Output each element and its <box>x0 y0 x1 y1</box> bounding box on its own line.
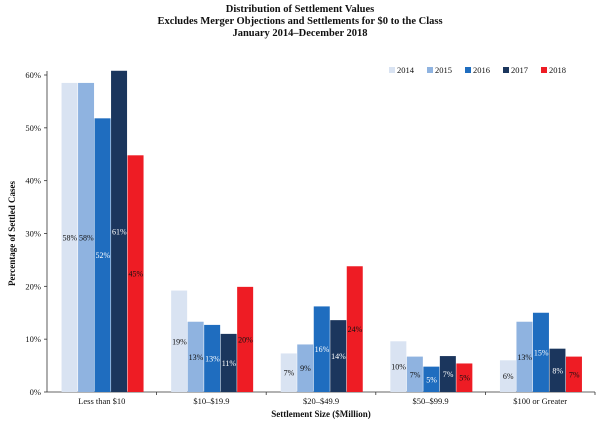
bar-2015 <box>297 344 314 392</box>
data-label: 13% <box>189 353 204 362</box>
data-label: 15% <box>534 348 549 357</box>
data-label: 13% <box>517 353 532 362</box>
y-tick-label: 0% <box>30 387 41 397</box>
data-label: 11% <box>222 359 237 368</box>
legend-swatch-2014 <box>389 67 395 73</box>
x-tick-label: $100 or Greater <box>513 396 567 406</box>
bar-2017 <box>220 333 237 392</box>
data-label: 52% <box>95 251 110 260</box>
data-label: 61% <box>112 227 127 236</box>
bar-2016 <box>204 324 221 392</box>
bar-2018 <box>456 363 473 392</box>
bar-2015 <box>406 356 423 392</box>
x-tick-label: $10–$19.9 <box>193 396 229 406</box>
chart-title-line-2: Excludes Merger Objections and Settlemen… <box>157 16 443 27</box>
chart-title-line-3: January 2014–December 2018 <box>232 28 368 39</box>
bar-2018 <box>237 286 254 392</box>
bar-2014 <box>499 360 516 392</box>
data-label: 8% <box>552 366 563 375</box>
bar-2018 <box>565 356 582 392</box>
bar-2018 <box>346 266 363 392</box>
legend-label-2015: 2015 <box>435 65 452 75</box>
x-axis-label: Settlement Size ($Million) <box>271 409 370 419</box>
data-label: 13% <box>205 354 220 363</box>
bar-2014 <box>61 82 78 393</box>
data-label: 45% <box>128 270 143 279</box>
legend-swatch-2017 <box>503 67 509 73</box>
y-tick-label: 10% <box>25 334 41 344</box>
chart-title-line-1: Distribution of Settlement Values <box>225 4 375 15</box>
x-tick-label: $50–$99.9 <box>413 396 449 406</box>
x-tick-label: $20–$49.9 <box>303 396 339 406</box>
y-tick-label: 30% <box>25 229 41 239</box>
data-label: 9% <box>300 364 311 373</box>
x-tick-label: Less than $10 <box>78 396 125 406</box>
data-label: 6% <box>503 372 514 381</box>
legend-label-2017: 2017 <box>511 65 528 75</box>
y-axis-label: Percentage of Settled Cases <box>7 180 17 286</box>
bar-2017 <box>439 356 456 392</box>
bar-2014 <box>280 353 297 392</box>
data-label: 10% <box>391 363 406 372</box>
legend-swatch-2016 <box>465 67 471 73</box>
bar-2016 <box>313 306 330 392</box>
data-label: 5% <box>459 374 470 383</box>
bar-2014 <box>390 341 407 392</box>
bar-2016 <box>423 366 440 392</box>
data-label: 5% <box>426 375 437 384</box>
data-label: 24% <box>348 325 363 334</box>
data-label: 19% <box>172 337 187 346</box>
bar-2016 <box>532 312 549 392</box>
bar-2017 <box>111 70 128 393</box>
y-tick-label: 50% <box>25 123 41 133</box>
legend-label-2018: 2018 <box>549 65 566 75</box>
data-label: 16% <box>315 345 330 354</box>
bar-2017 <box>549 348 566 392</box>
y-tick-label: 60% <box>25 70 41 80</box>
bar-2017 <box>330 320 347 392</box>
data-label: 58% <box>79 233 94 242</box>
legend-label-2014: 2014 <box>397 65 415 75</box>
data-label: 7% <box>284 369 295 378</box>
bar-2015 <box>187 321 204 392</box>
data-label: 7% <box>569 370 580 379</box>
bar-2015 <box>78 82 95 393</box>
legend-swatch-2015 <box>427 67 433 73</box>
y-tick-label: 40% <box>25 176 41 186</box>
bar-2018 <box>127 155 144 392</box>
legend-swatch-2018 <box>541 67 547 73</box>
legend-label-2016: 2016 <box>473 65 490 75</box>
data-label: 7% <box>410 370 421 379</box>
data-label: 7% <box>443 370 454 379</box>
data-label: 58% <box>62 233 77 242</box>
bar-2014 <box>171 290 188 392</box>
y-tick-label: 20% <box>25 281 41 291</box>
bar-2015 <box>516 321 533 392</box>
data-label: 20% <box>238 335 253 344</box>
bar-2016 <box>94 118 111 392</box>
data-label: 14% <box>331 352 346 361</box>
